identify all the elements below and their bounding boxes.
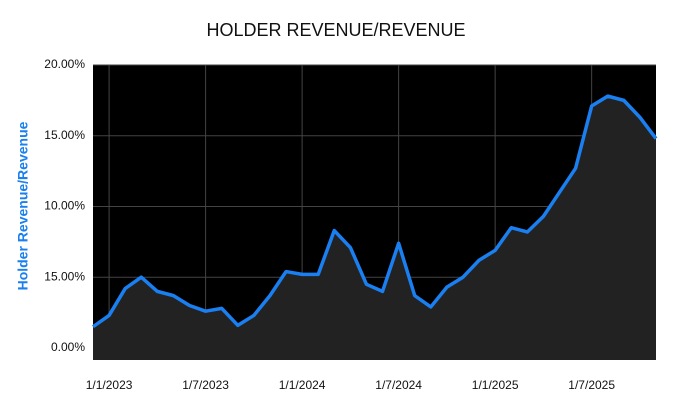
x-tick-label: 1/7/2023 bbox=[182, 378, 229, 392]
x-tick-label: 1/1/2023 bbox=[86, 378, 133, 392]
x-tick-label: 1/1/2024 bbox=[279, 378, 326, 392]
y-tick-label: 15.00% bbox=[44, 269, 85, 283]
y-tick-label: 10.00% bbox=[44, 199, 85, 213]
y-tick-label: 0.00% bbox=[51, 340, 85, 354]
y-tick-label: 20.00% bbox=[44, 57, 85, 71]
y-tick-label: 15.00% bbox=[44, 128, 85, 142]
y-axis-label: Holder Revenue/Revenue bbox=[15, 121, 31, 290]
x-tick-label: 1/1/2025 bbox=[472, 378, 519, 392]
x-tick-label: 1/7/2024 bbox=[375, 378, 422, 392]
chart-title: HOLDER REVENUE/REVENUE bbox=[206, 20, 465, 40]
area bbox=[93, 96, 656, 360]
x-tick-label: 1/7/2025 bbox=[568, 378, 615, 392]
line bbox=[91, 94, 658, 329]
